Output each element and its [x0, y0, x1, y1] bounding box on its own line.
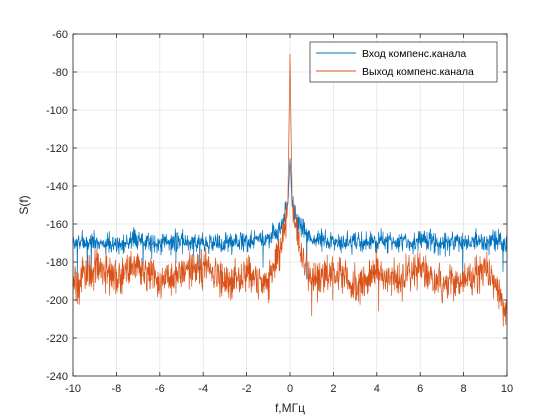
x-tick-label: -2: [242, 383, 252, 395]
x-axis-label: f,МГц: [275, 401, 305, 415]
legend-label-input: Вход компенс.канала: [362, 48, 466, 60]
x-tick-label: -6: [155, 383, 165, 395]
y-tick-label: -100: [46, 105, 68, 117]
y-tick-label: -120: [46, 143, 68, 155]
x-tick-label: -8: [112, 383, 122, 395]
legend-box: [309, 41, 498, 83]
x-tick-label: 6: [417, 383, 423, 395]
y-tick-label: -160: [46, 219, 68, 231]
y-tick-label: -240: [46, 371, 68, 383]
x-tick-label: 0: [287, 383, 293, 395]
legend-label-output: Выход компенс.канала: [362, 66, 474, 78]
y-tick-label: -180: [46, 257, 68, 269]
x-tick-label: 4: [374, 383, 380, 395]
x-tick-label: 8: [461, 383, 467, 395]
x-tick-label: 10: [501, 383, 513, 395]
y-tick-label: -200: [46, 295, 68, 307]
y-axis-label: S(f): [17, 195, 31, 214]
x-tick-label: -4: [198, 383, 208, 395]
legend: Вход компенс.канала Выход компенс.канала: [309, 41, 498, 83]
y-tick-label: -60: [52, 29, 68, 41]
series-line-input: [72, 158, 508, 282]
x-tick-label: -10: [65, 383, 81, 395]
y-tick-label: -220: [46, 333, 68, 345]
y-tick-label: -80: [52, 67, 68, 79]
axis-tick-labels: -10 -8 -6 -4 -2 0 2 4 6 8 10 -240 -220 -200 -180 -160 -1…: [46, 29, 513, 395]
series-layer: [72, 53, 508, 327]
axis-ticks: [72, 33, 508, 377]
x-tick-label: 2: [330, 383, 336, 395]
series-line-output: [72, 53, 508, 327]
y-tick-label: -140: [46, 181, 68, 193]
